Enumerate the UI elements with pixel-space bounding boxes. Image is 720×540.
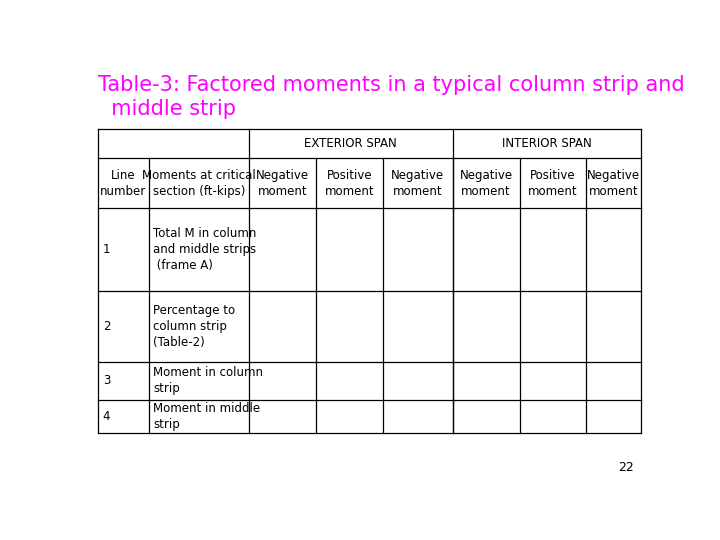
Text: 3: 3	[103, 374, 110, 387]
Text: EXTERIOR SPAN: EXTERIOR SPAN	[305, 137, 397, 150]
Text: Moment in middle
strip: Moment in middle strip	[153, 402, 260, 431]
Text: Negative
moment: Negative moment	[256, 169, 309, 198]
Text: Positive
moment: Positive moment	[325, 169, 374, 198]
Text: 1: 1	[103, 244, 110, 256]
Text: Moments at critical
section (ft-kips): Moments at critical section (ft-kips)	[142, 169, 256, 198]
Text: 22: 22	[618, 461, 634, 474]
Text: 2: 2	[103, 320, 110, 333]
Text: Negative
moment: Negative moment	[459, 169, 513, 198]
Text: INTERIOR SPAN: INTERIOR SPAN	[502, 137, 592, 150]
Text: Negative
moment: Negative moment	[391, 169, 444, 198]
Text: Line
number: Line number	[100, 169, 147, 198]
Text: Negative
moment: Negative moment	[587, 169, 640, 198]
Text: Percentage to
column strip
(Table-2): Percentage to column strip (Table-2)	[153, 304, 235, 349]
Text: Table-3: Factored moments in a typical column strip and
  middle strip: Table-3: Factored moments in a typical c…	[99, 75, 685, 119]
Text: Total M in column
and middle strips
 (frame A): Total M in column and middle strips (fra…	[153, 227, 256, 272]
Text: Moment in column
strip: Moment in column strip	[153, 366, 263, 395]
Text: 4: 4	[103, 410, 110, 423]
Text: Positive
moment: Positive moment	[528, 169, 577, 198]
